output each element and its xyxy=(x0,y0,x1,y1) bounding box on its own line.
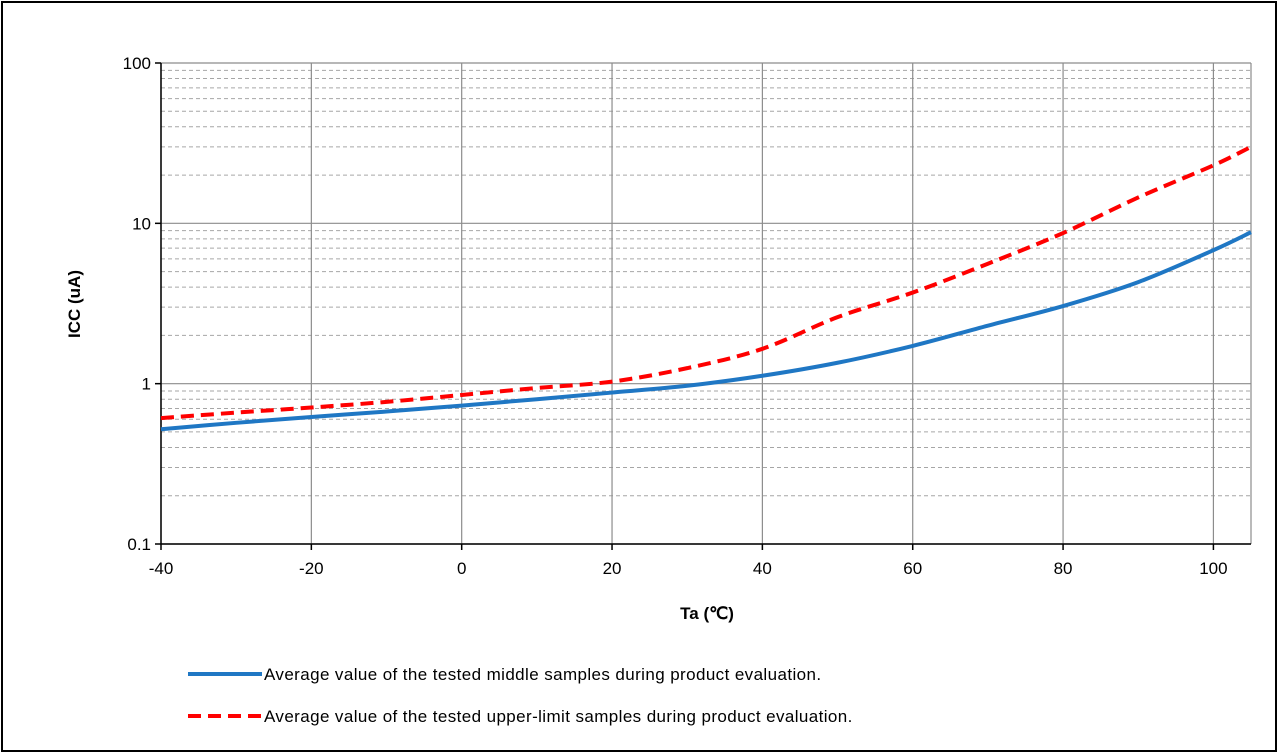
x-tick-label: 60 xyxy=(903,559,922,578)
y-tick-label: 10 xyxy=(132,214,151,233)
x-tick-labels: -40 -20 0 20 40 60 80 100 xyxy=(149,559,1228,578)
y-tick-label: 0.1 xyxy=(127,535,151,554)
x-axis-title: Ta (℃) xyxy=(680,604,734,623)
x-tick-label: 20 xyxy=(603,559,622,578)
x-tick-label: -20 xyxy=(299,559,324,578)
y-tick-label: 100 xyxy=(123,54,151,73)
x-tick-label: -40 xyxy=(149,559,174,578)
legend-label-upper-limit-samples: Average value of the tested upper-limit … xyxy=(264,707,853,726)
y-axis-title: ICC (uA) xyxy=(65,270,84,338)
series-layer xyxy=(160,145,1252,432)
minor-gridlines xyxy=(161,69,1251,497)
legend-label-middle-samples: Average value of the tested middle sampl… xyxy=(264,665,821,684)
y-tick-labels: 0.1 1 10 100 xyxy=(123,54,151,554)
y-tick-label: 1 xyxy=(142,375,151,394)
legend: Average value of the tested middle sampl… xyxy=(188,665,853,726)
x-tick-label: 40 xyxy=(753,559,772,578)
major-gridlines xyxy=(155,62,1252,550)
x-tick-label: 0 xyxy=(457,559,466,578)
series-line-upper-limit-samples xyxy=(160,145,1252,421)
series-line-middle-samples xyxy=(160,230,1252,432)
x-tick-label: 80 xyxy=(1054,559,1073,578)
x-tick-label: 100 xyxy=(1199,559,1227,578)
